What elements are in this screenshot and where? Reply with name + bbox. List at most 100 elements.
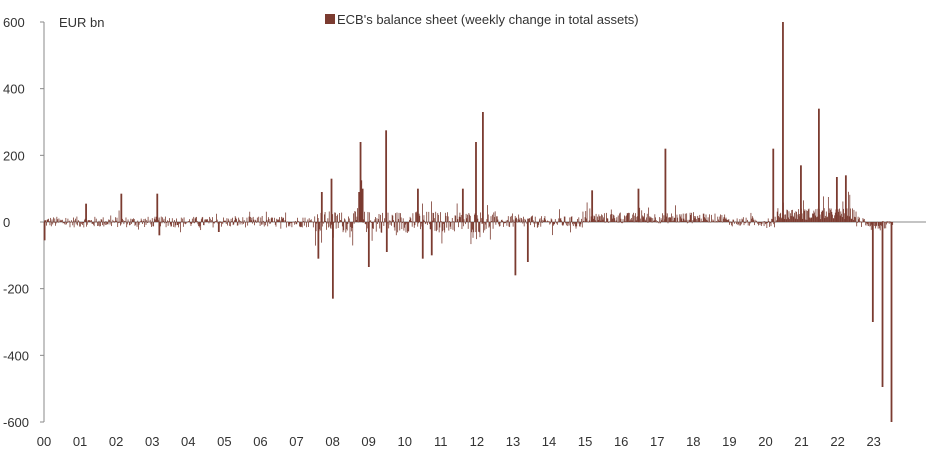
bar-weekly [312, 222, 314, 228]
bar-weekly [871, 222, 873, 225]
bar-weekly [754, 222, 755, 226]
bar-weekly [503, 222, 504, 227]
legend-swatch [325, 14, 335, 24]
bar-weekly [534, 222, 535, 228]
bar-weekly [626, 215, 627, 222]
bar-weekly [176, 222, 178, 226]
bar-weekly [214, 221, 216, 222]
bar-weekly [684, 220, 685, 222]
bar-weekly [191, 222, 193, 225]
bar-weekly [713, 220, 715, 222]
bar-weekly [747, 222, 749, 226]
bar-weekly [367, 211, 369, 222]
bar-weekly [419, 215, 421, 222]
bar-weekly [833, 218, 835, 222]
bar-weekly [794, 212, 795, 222]
bar-weekly [858, 219, 860, 222]
bar-weekly [225, 220, 226, 222]
bar-weekly [572, 222, 574, 227]
bar-weekly [128, 221, 130, 223]
bar-weekly [142, 221, 144, 222]
bar-weekly [505, 220, 507, 222]
bar-weekly [75, 222, 77, 225]
bar-weekly [371, 222, 373, 241]
bar-weekly [854, 216, 856, 222]
bar-weekly [736, 222, 737, 225]
bar-weekly [700, 218, 702, 222]
bar-weekly [292, 222, 294, 223]
bar-weekly [392, 215, 394, 222]
bar-weekly [839, 215, 841, 222]
x-tick-label: 09 [361, 434, 375, 449]
bar-weekly [569, 217, 571, 222]
bar-weekly [344, 218, 345, 222]
bar-weekly [102, 217, 104, 222]
bar-weekly [150, 222, 152, 225]
bar-spike [361, 188, 364, 222]
bar-weekly [100, 222, 101, 227]
bar-spike [331, 222, 334, 299]
bar-weekly [784, 214, 786, 222]
bar-weekly [766, 222, 768, 228]
x-tick-label: 14 [542, 434, 556, 449]
bar-weekly [714, 213, 716, 222]
bar-weekly [353, 222, 355, 224]
bar-weekly [579, 222, 580, 227]
bar-weekly [351, 222, 353, 228]
bar-weekly [509, 222, 511, 228]
bar-weekly [563, 216, 565, 222]
bar-weekly [807, 210, 809, 222]
bar-weekly [388, 220, 390, 222]
bar-weekly [666, 216, 667, 222]
bar-weekly [765, 222, 766, 225]
bar-weekly [285, 222, 287, 228]
bar-weekly [172, 222, 174, 223]
bar-weekly [471, 222, 473, 233]
y-axis-unit-label: EUR bn [59, 15, 105, 30]
bar-weekly [731, 222, 733, 227]
bar-weekly [415, 212, 417, 222]
bar-weekly [50, 222, 52, 227]
bar-weekly [208, 222, 210, 224]
bar-weekly [142, 222, 143, 224]
bar-weekly [599, 216, 600, 222]
bar-weekly [437, 213, 439, 222]
bar-weekly [343, 222, 345, 231]
bar-weekly [662, 221, 664, 222]
bar-weekly [72, 222, 74, 226]
bar-weekly [247, 222, 249, 226]
bar-weekly [576, 222, 578, 227]
bar-weekly [295, 222, 297, 225]
bar-weekly [269, 222, 271, 224]
bar-weekly [87, 220, 89, 222]
bar-weekly [144, 218, 146, 222]
bar-weekly [170, 222, 172, 227]
bar-weekly [65, 217, 67, 222]
bar-weekly [449, 222, 451, 227]
bar-weekly [865, 222, 867, 226]
bar-weekly [364, 222, 366, 224]
bar-spike [782, 22, 784, 222]
bar-weekly [232, 217, 233, 222]
bar-weekly [541, 216, 542, 222]
bar-weekly [254, 222, 255, 226]
bar-weekly [418, 213, 420, 222]
bar-weekly [297, 220, 299, 222]
bar-weekly [768, 221, 770, 222]
bar-weekly [645, 220, 647, 222]
bar-weekly [223, 220, 225, 222]
bar-spike [591, 190, 594, 222]
bar-weekly [409, 219, 410, 222]
bar-weekly [168, 221, 170, 222]
bar-weekly [461, 222, 463, 230]
bar-weekly [323, 214, 325, 222]
bar-weekly [273, 221, 275, 223]
bar-weekly [496, 216, 497, 222]
bar-weekly [398, 212, 400, 222]
bar-weekly [863, 219, 865, 222]
bar-weekly [594, 220, 596, 222]
bar-weekly [628, 212, 630, 222]
bar-weekly [140, 218, 142, 222]
bar-weekly [783, 219, 785, 222]
